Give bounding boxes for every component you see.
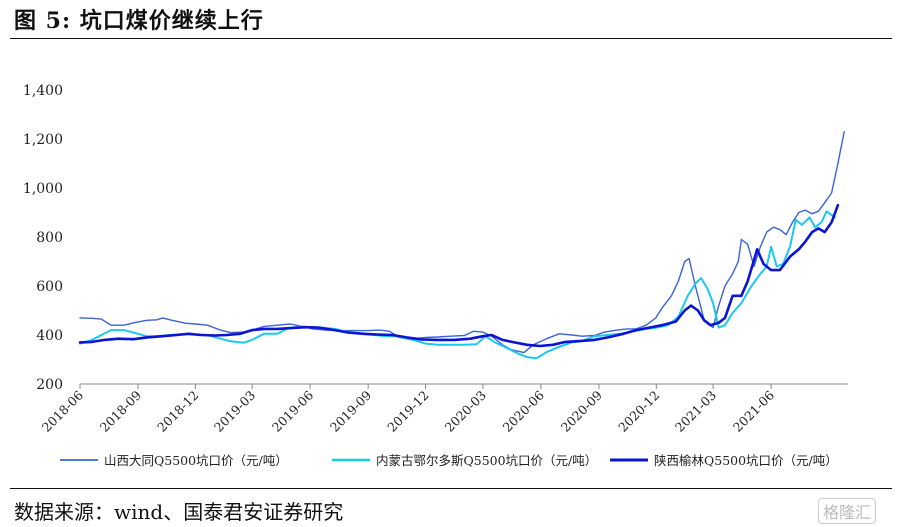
- y-tick-label: 200: [36, 377, 63, 393]
- data-source-note: 数据来源：wind、国泰君安证券研究: [14, 500, 344, 524]
- y-tick-label: 800: [36, 230, 63, 246]
- x-tick-label: 2018-09: [97, 387, 144, 434]
- title-divider: [10, 38, 892, 39]
- chart-axes: 200 400 600 800 1,000 1,200 1,400 2018-06 2018-0…: [23, 83, 848, 435]
- legend-label-2: 内蒙古鄂尔多斯Q5500坑口价（元/吨）: [376, 453, 597, 468]
- line-chart: 200 400 600 800 1,000 1,200 1,400 2018-06 2018-0…: [23, 83, 848, 468]
- x-tick-label: 2018-12: [154, 388, 201, 435]
- y-tick-label: 1,200: [23, 132, 63, 148]
- x-tick-label: 2019-09: [327, 387, 374, 434]
- y-tick-label: 400: [36, 328, 63, 344]
- x-tick-label: 2019-03: [211, 387, 258, 434]
- figure-title: 图 5: 坑口煤价继续上行: [14, 8, 264, 34]
- chart-legend: 山西大同Q5500坑口价（元/吨） 内蒙古鄂尔多斯Q5500坑口价（元/吨） 陕西榆…: [60, 453, 838, 468]
- legend-label-1: 山西大同Q5500坑口价（元/吨）: [104, 453, 288, 468]
- x-tick-label: 2021-03: [672, 387, 719, 434]
- y-tick-label: 1,400: [23, 83, 63, 99]
- x-tick-label: 2018-06: [39, 387, 86, 434]
- y-tick-label: 1,000: [23, 181, 63, 197]
- x-tick-label: 2019-06: [269, 387, 316, 434]
- x-tick-label: 2019-12: [384, 388, 431, 435]
- series-line-3: [78, 203, 840, 348]
- y-tick-label: 600: [36, 279, 63, 295]
- x-tick-label: 2020-06: [500, 387, 547, 434]
- source-divider: [10, 488, 892, 489]
- x-tick-label: 2021-06: [730, 387, 777, 434]
- x-tick-label: 2020-03: [442, 387, 489, 434]
- x-tick-label: 2020-09: [558, 387, 605, 434]
- x-tick-label: 2020-12: [615, 388, 662, 435]
- chart-series: [78, 131, 845, 360]
- legend-label-3: 陕西榆林Q5500坑口价（元/吨）: [654, 453, 838, 468]
- series-line-2: [79, 210, 836, 360]
- watermark-logo: 格隆汇: [818, 498, 877, 524]
